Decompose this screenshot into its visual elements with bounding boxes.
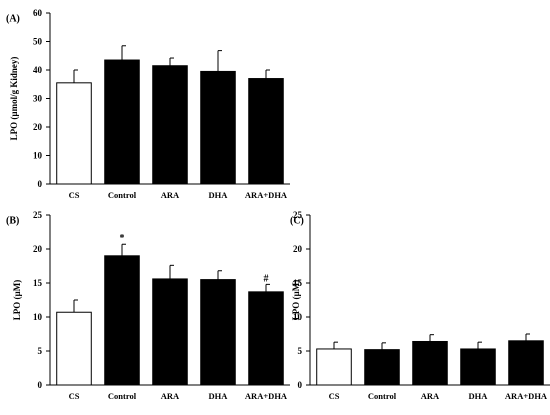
x-tick-label: ARA+DHA — [245, 190, 288, 200]
y-tick-label: 0 — [38, 179, 43, 189]
panel-label: (B) — [6, 215, 19, 226]
bar-control — [104, 59, 140, 185]
chart-panel-1: (A) LPO (µmol/g Kidney) 0 10 20 30 40 50 60 CS Con… — [6, 8, 290, 200]
bar-ara-dha — [248, 291, 284, 386]
y-axis-label: LPO (µmol/g Kidney) — [9, 57, 19, 141]
bar-cs — [316, 348, 352, 386]
y-tick-label: 10 — [33, 312, 43, 322]
bar-dha — [460, 348, 496, 386]
bar-dha — [200, 279, 236, 386]
y-tick-label: 0 — [38, 380, 43, 390]
chart-panel-2: (B) LPO (µM) 0 5 10 15 20 25 CS * Control ARA DHA # AR… — [6, 210, 290, 401]
y-tick-label: 10 — [33, 151, 43, 161]
x-tick-label: ARA — [161, 190, 180, 200]
y-tick-label: 15 — [33, 278, 43, 288]
bar-cs — [56, 311, 92, 386]
x-tick-label: ARA+DHA — [245, 391, 288, 401]
y-tick-label: 20 — [33, 244, 43, 254]
y-axis-label: LPO (µM) — [12, 280, 22, 320]
x-tick-label: Control — [108, 391, 137, 401]
x-tick-label: CS — [69, 190, 80, 200]
bar-dha — [200, 70, 236, 185]
y-tick-label: 50 — [33, 37, 43, 47]
significance-marker: # — [264, 273, 269, 284]
x-tick-label: DHA — [209, 190, 229, 200]
x-tick-label: Control — [368, 391, 397, 401]
bar-ara — [412, 340, 448, 386]
x-tick-label: CS — [69, 391, 80, 401]
x-tick-label: ARA+DHA — [505, 391, 548, 401]
x-tick-label: Control — [108, 190, 137, 200]
y-tick-label: 25 — [293, 210, 303, 220]
y-tick-label: 40 — [33, 65, 43, 75]
x-tick-label: DHA — [209, 391, 229, 401]
significance-marker: * — [120, 233, 125, 244]
bar-ara-dha — [508, 340, 544, 386]
x-tick-label: CS — [329, 391, 340, 401]
bar-control — [104, 255, 140, 386]
y-tick-label: 0 — [298, 380, 303, 390]
chart-panel-3: (C) LPO (µM) 0 5 10 15 20 25 CS Control ARA DHA ARA+… — [290, 210, 550, 401]
y-tick-label: 5 — [298, 346, 303, 356]
y-tick-label: 5 — [38, 346, 43, 356]
y-tick-label: 60 — [33, 8, 43, 18]
panel-label: (C) — [290, 215, 304, 226]
bar-ara — [152, 278, 188, 386]
bar-ara — [152, 65, 188, 185]
y-axis-label: LPO (µM) — [291, 280, 301, 320]
y-tick-label: 20 — [293, 244, 303, 254]
x-tick-label: DHA — [469, 391, 489, 401]
panel-label: (A) — [6, 13, 20, 24]
bar-cs — [56, 82, 92, 185]
bar-ara-dha — [248, 78, 284, 185]
y-tick-label: 20 — [33, 122, 43, 132]
y-tick-label: 10 — [293, 312, 303, 322]
y-tick-label: 30 — [33, 94, 43, 104]
y-tick-label: 15 — [293, 278, 303, 288]
x-tick-label: ARA — [161, 391, 180, 401]
y-tick-label: 25 — [33, 210, 43, 220]
x-tick-label: ARA — [421, 391, 440, 401]
bar-control — [364, 349, 400, 386]
